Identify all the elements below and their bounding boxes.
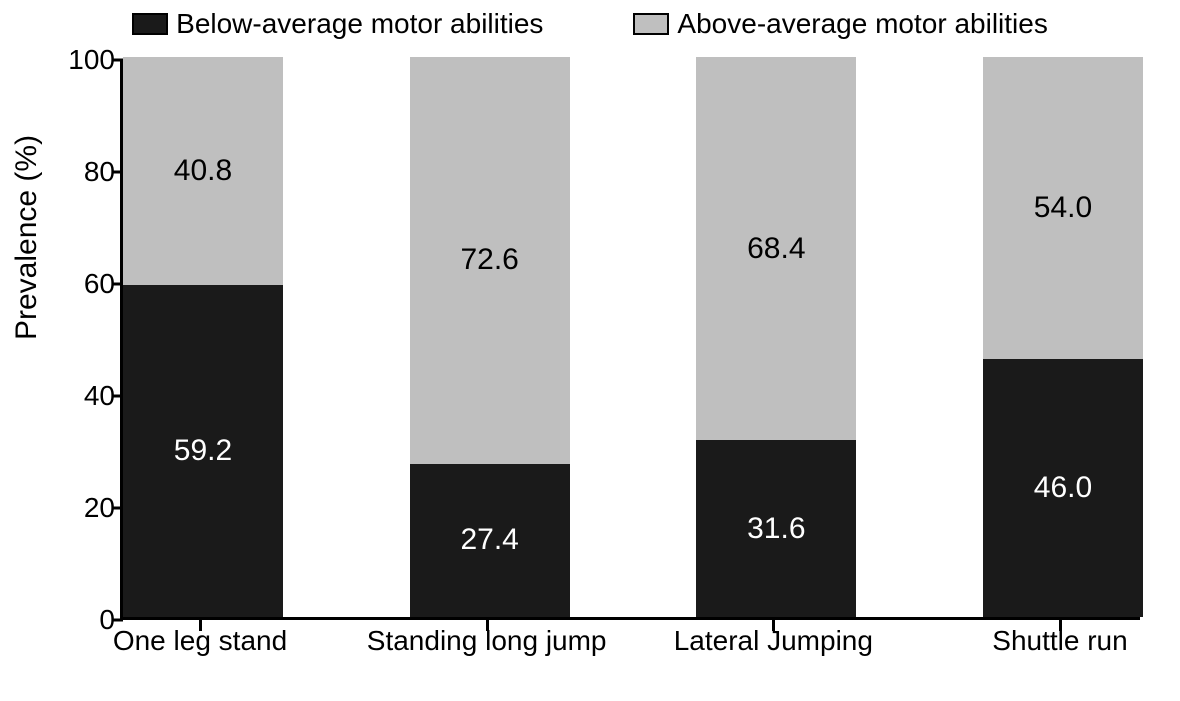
bar-segment-above: 68.4 [696,57,856,440]
bar-group: 46.054.0 [983,57,1143,617]
x-tick-label: Lateral Jumping [653,624,893,658]
bar-segment-above: 40.8 [123,57,283,285]
bar-segment-above: 72.6 [410,57,570,464]
x-tick-label: One leg stand [80,624,320,658]
y-tick-label: 60 [60,268,115,300]
y-tick-mark [112,283,123,286]
legend-swatch-above [633,13,669,35]
y-tick-label: 40 [60,380,115,412]
bar-group: 27.472.6 [410,57,570,617]
legend-item-above: Above-average motor abilities [633,8,1047,40]
y-tick-label: 20 [60,492,115,524]
bars-layer: 59.240.8 27.472.6 31.668.4 46.054.0 [123,60,1140,617]
bar-segment-below: 31.6 [696,440,856,617]
y-tick-mark [112,395,123,398]
legend-item-below: Below-average motor abilities [132,8,543,40]
legend-label-below: Below-average motor abilities [176,8,543,40]
x-tick-label: Shuttle run [940,624,1180,658]
x-tick-label: Standing long jump [367,624,607,658]
y-tick-mark [112,507,123,510]
bar-group: 31.668.4 [696,57,856,617]
y-tick-mark [112,171,123,174]
bar-group: 59.240.8 [123,57,283,617]
legend-label-above: Above-average motor abilities [677,8,1047,40]
y-tick-label: 100 [60,44,115,76]
legend: Below-average motor abilities Above-aver… [0,8,1180,40]
bar-segment-below: 59.2 [123,285,283,617]
y-tick-mark [112,619,123,622]
y-tick-label: 80 [60,156,115,188]
chart-container: Below-average motor abilities Above-aver… [0,0,1180,701]
bar-segment-below: 27.4 [410,464,570,617]
bar-segment-above: 54.0 [983,57,1143,359]
plot-area: 59.240.8 27.472.6 31.668.4 46.054.0 [120,60,1140,620]
bar-segment-below: 46.0 [983,359,1143,617]
y-axis-label: Prevalence (%) [10,135,44,340]
legend-swatch-below [132,13,168,35]
y-tick-mark [112,59,123,62]
